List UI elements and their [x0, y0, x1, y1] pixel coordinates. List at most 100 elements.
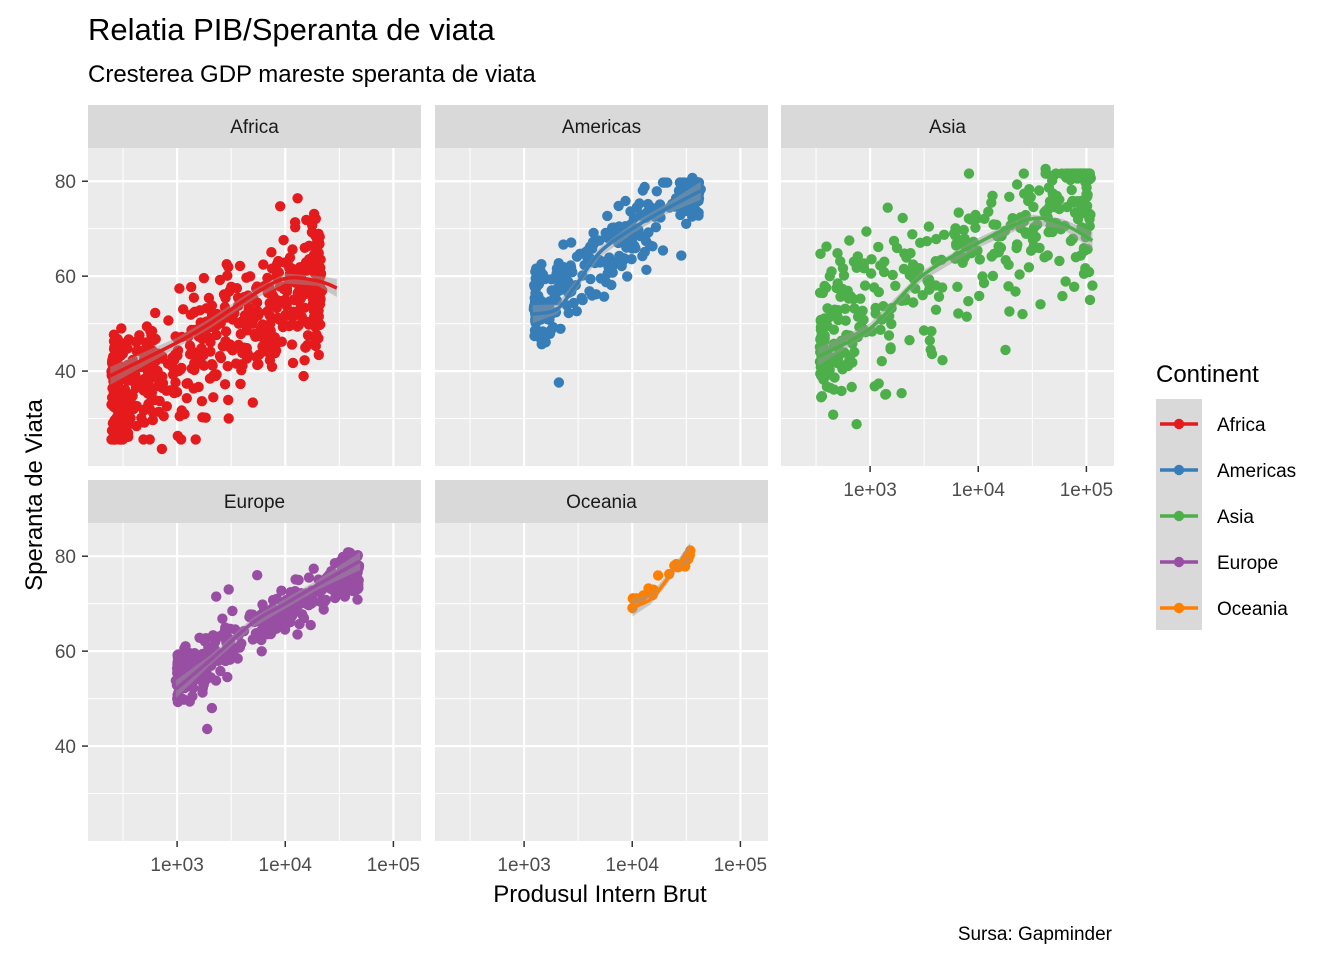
data-point: [879, 256, 890, 267]
data-point: [150, 307, 161, 319]
data-point: [869, 381, 880, 392]
data-point: [821, 241, 832, 252]
data-point: [175, 434, 187, 445]
data-point: [183, 647, 195, 658]
data-point: [312, 315, 323, 326]
legend-label: Asia: [1217, 507, 1254, 528]
data-point: [690, 195, 701, 206]
data-point: [225, 623, 236, 634]
panel-background: [435, 523, 768, 841]
data-point: [186, 281, 197, 293]
data-point: [303, 572, 315, 583]
data-point: [200, 329, 211, 340]
data-point: [606, 279, 617, 291]
data-point: [144, 403, 155, 414]
y-tick-label: 80: [55, 172, 76, 193]
facet-panel-africa: Africa 40 60 80: [55, 105, 421, 466]
smooth-line: [532, 189, 702, 316]
data-point: [121, 411, 133, 422]
legend-key-point: [1173, 556, 1185, 568]
data-point: [238, 344, 250, 355]
data-point: [531, 282, 542, 293]
data-point: [1004, 306, 1015, 317]
data-point: [262, 272, 273, 284]
data-point: [138, 434, 149, 445]
data-point: [285, 310, 296, 321]
legend-item-oceania: Oceania: [1160, 599, 1288, 620]
data-point: [587, 237, 599, 248]
legend: Continent Africa Americas Asia Europe Oceani…: [1156, 361, 1296, 630]
data-point: [296, 596, 307, 607]
data-point: [344, 578, 356, 589]
data-point: [222, 361, 233, 372]
data-point: [193, 381, 204, 393]
data-point: [915, 237, 926, 248]
legend-label: Americas: [1217, 461, 1296, 482]
data-point: [849, 303, 860, 314]
data-point: [1028, 201, 1039, 213]
data-point: [109, 342, 120, 353]
data-point: [897, 212, 908, 224]
data-point: [113, 398, 125, 409]
x-tick-label: 1e+05: [714, 855, 767, 876]
data-point: [158, 410, 169, 422]
chart-title: Relatia PIB/Speranta de viata: [88, 12, 495, 47]
data-point: [1054, 203, 1065, 215]
data-point: [987, 190, 998, 201]
x-tick-label: 1e+03: [843, 480, 896, 501]
data-point: [576, 292, 587, 304]
data-point: [933, 291, 945, 302]
data-point: [974, 290, 985, 302]
data-point: [208, 392, 219, 403]
data-point: [234, 260, 246, 272]
data-point: [1018, 168, 1029, 179]
data-point: [878, 301, 889, 312]
x-tick-label: 1e+05: [1060, 480, 1113, 501]
data-point: [641, 264, 652, 275]
data-point: [344, 568, 356, 580]
data-point: [888, 235, 900, 247]
data-point: [243, 302, 255, 314]
data-point: [530, 301, 542, 312]
data-point: [257, 599, 268, 610]
data-point: [898, 263, 910, 275]
panel-background: [435, 148, 768, 466]
data-point: [252, 570, 263, 581]
data-point: [276, 336, 287, 347]
data-point: [1056, 168, 1068, 179]
chart-caption: Sursa: Gapminder: [958, 924, 1113, 945]
data-point: [907, 229, 918, 240]
data-point: [832, 248, 843, 259]
data-point: [597, 256, 608, 267]
data-point: [262, 306, 273, 317]
data-point: [815, 248, 826, 259]
data-point: [970, 222, 981, 233]
data-point: [173, 691, 184, 702]
data-point: [223, 394, 234, 406]
data-point: [546, 285, 557, 296]
data-point: [211, 329, 222, 341]
data-point: [140, 337, 152, 348]
data-point: [926, 326, 937, 337]
smooth-line: [109, 275, 338, 378]
data-point: [299, 242, 310, 253]
data-point: [127, 390, 138, 401]
data-point: [840, 303, 851, 314]
smooth-line: [174, 559, 362, 691]
data-point: [1081, 182, 1092, 193]
data-point: [266, 361, 278, 372]
data-point: [1040, 163, 1051, 175]
facet-strip: [88, 480, 421, 523]
data-point: [294, 618, 305, 630]
data-point: [236, 365, 247, 376]
data-point: [303, 319, 315, 330]
data-point: [299, 302, 310, 313]
data-point: [252, 359, 263, 371]
data-point: [273, 267, 285, 278]
data-point: [1047, 226, 1058, 238]
data-point: [631, 593, 643, 604]
data-point: [988, 219, 999, 230]
data-point: [220, 337, 231, 348]
x-tick-label: 1e+04: [952, 480, 1006, 501]
data-point: [308, 563, 319, 574]
